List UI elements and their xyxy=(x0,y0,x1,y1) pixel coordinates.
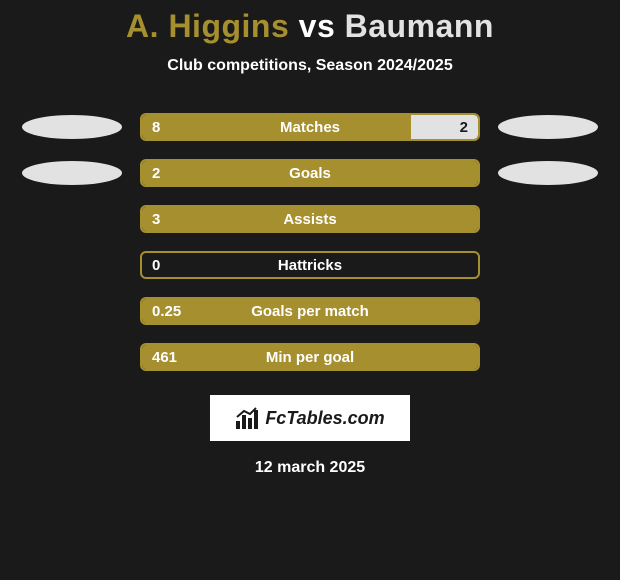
ellipse-spacer xyxy=(498,345,598,369)
stat-label: Goals per match xyxy=(142,303,478,320)
ellipse-spacer xyxy=(22,345,122,369)
stat-label: Hattricks xyxy=(142,257,478,274)
ellipse-right xyxy=(498,161,598,185)
title-player1: A. Higgins xyxy=(126,8,289,44)
title-vs: vs xyxy=(289,8,344,44)
date-label: 12 march 2025 xyxy=(0,459,620,477)
logo-box: FcTables.com xyxy=(210,395,410,441)
ellipse-spacer xyxy=(22,207,122,231)
ellipse-spacer xyxy=(22,253,122,277)
stat-bar: 3Assists xyxy=(140,205,480,233)
stat-label: Min per goal xyxy=(142,349,478,366)
stat-bar: 2Goals xyxy=(140,159,480,187)
ellipse-spacer xyxy=(498,299,598,323)
stat-label: Matches xyxy=(142,119,478,136)
stat-row: 0.25Goals per match xyxy=(0,297,620,325)
ellipse-spacer xyxy=(498,207,598,231)
ellipse-left xyxy=(22,161,122,185)
stat-row: 3Assists xyxy=(0,205,620,233)
stat-row: 2Goals xyxy=(0,159,620,187)
stat-bar: 82Matches xyxy=(140,113,480,141)
stat-label: Assists xyxy=(142,211,478,228)
stat-bar: 0.25Goals per match xyxy=(140,297,480,325)
subtitle: Club competitions, Season 2024/2025 xyxy=(0,57,620,75)
stat-row: 0Hattricks xyxy=(0,251,620,279)
stats-list: 82Matches 2Goals 3Assists 0Hattricks 0.25Goa… xyxy=(0,113,620,371)
stat-bar: 0Hattricks xyxy=(140,251,480,279)
ellipse-spacer xyxy=(498,253,598,277)
stat-label: Goals xyxy=(142,165,478,182)
stat-bar: 461Min per goal xyxy=(140,343,480,371)
logo-text: FcTables.com xyxy=(265,408,384,429)
bar-chart-icon xyxy=(235,407,261,429)
title-player2: Baumann xyxy=(345,8,494,44)
stat-row: 82Matches xyxy=(0,113,620,141)
stat-row: 461Min per goal xyxy=(0,343,620,371)
ellipse-spacer xyxy=(22,299,122,323)
ellipse-right xyxy=(498,115,598,139)
ellipse-left xyxy=(22,115,122,139)
page-title: A. Higgins vs Baumann xyxy=(0,8,620,45)
